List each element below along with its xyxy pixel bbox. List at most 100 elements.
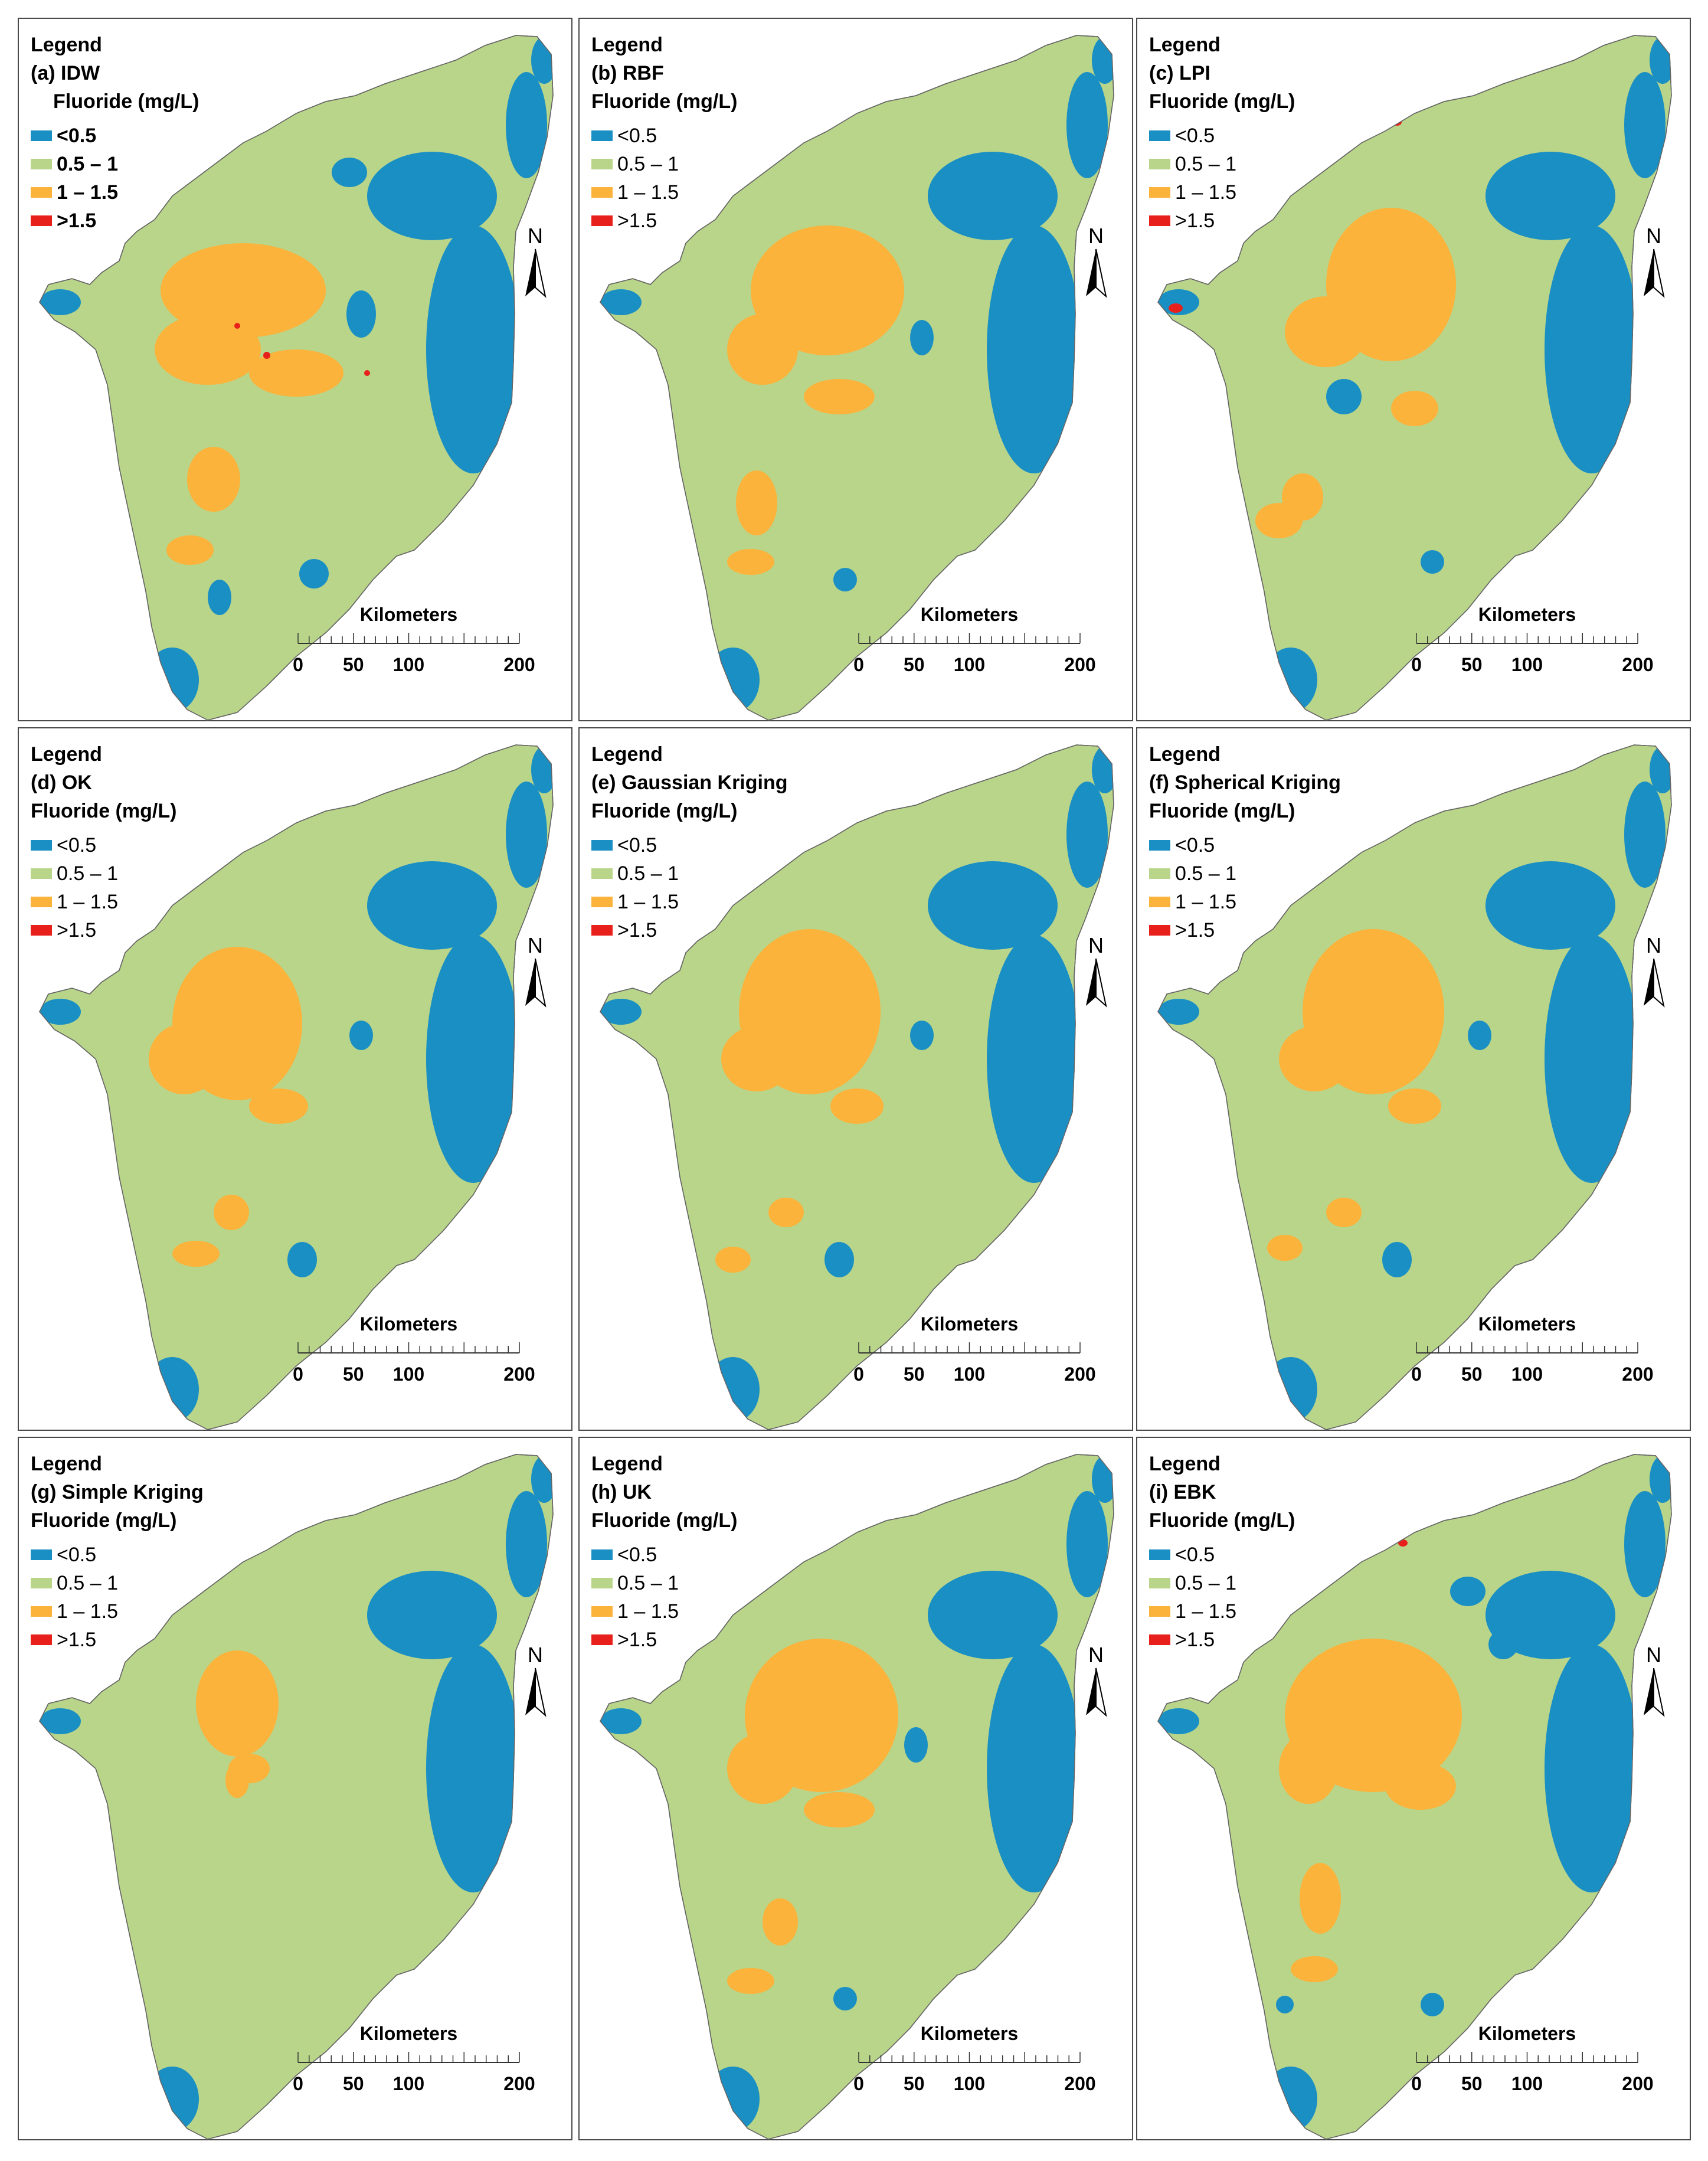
zone-high <box>736 470 777 535</box>
svg-text:200: 200 <box>503 654 535 675</box>
fluoride-map-a: N Kilometers 0 50 100 200 <box>39 35 554 721</box>
north-arrow-icon: N <box>525 224 547 298</box>
svg-text:50: 50 <box>343 1364 364 1385</box>
legend-label: 0.5 – 1 <box>57 152 118 175</box>
svg-text:100: 100 <box>1511 654 1543 675</box>
svg-text:N: N <box>528 1643 543 1667</box>
map-panel-e: N Kilometers 0 50 100 200 Legend (e) Gaussian K… <box>578 727 1133 1431</box>
svg-text:0: 0 <box>1411 654 1422 675</box>
svg-text:0: 0 <box>293 654 303 675</box>
zone-low <box>506 72 547 178</box>
scale-bar: Kilometers 0 50 100 200 <box>853 1313 1096 1385</box>
panel-title: (e) Gaussian Kriging <box>591 771 788 794</box>
zone-low <box>1158 1708 1199 1734</box>
legend-item: <0.5 <box>591 831 788 859</box>
legend-item: <0.5 <box>31 1541 204 1569</box>
fluoride-map-e: N Kilometers 0 50 100 200 <box>600 744 1114 1430</box>
zone-high <box>1279 1026 1350 1091</box>
zone-high <box>196 1650 279 1757</box>
legend-label: 0.5 – 1 <box>617 1571 679 1594</box>
zone-high <box>249 1088 308 1124</box>
legend-item: <0.5 <box>31 122 199 150</box>
zone-high <box>727 1968 774 1994</box>
zone-high <box>715 1247 751 1273</box>
zone-high <box>1300 1863 1341 1934</box>
panel-title: (b) RBF <box>591 62 664 84</box>
panel-title: (c) LPI <box>1149 62 1210 84</box>
zone-high <box>149 1024 220 1094</box>
zone-low <box>987 1645 1081 1892</box>
zone-low <box>1421 1993 1444 2016</box>
legend-label: 1 – 1.5 <box>57 181 118 204</box>
zone-low <box>928 1571 1058 1659</box>
legend-item: <0.5 <box>1149 122 1295 150</box>
legend-label: <0.5 <box>1175 124 1215 147</box>
legend-label: 0.5 – 1 <box>617 152 679 175</box>
legend-item: >1.5 <box>591 207 737 235</box>
zone-low <box>1421 550 1444 574</box>
panel-title: (h) UK <box>591 1481 652 1503</box>
svg-text:0: 0 <box>853 1364 864 1385</box>
legend-swatch <box>31 187 52 198</box>
zone-low <box>706 648 760 712</box>
legend-label: 1 – 1.5 <box>617 181 679 204</box>
legend-label: <0.5 <box>57 1543 97 1566</box>
fluoride-map-g: N Kilometers 0 50 100 200 <box>39 1454 554 2140</box>
legend-item: 1 – 1.5 <box>31 888 176 916</box>
legend-swatch <box>1149 187 1170 198</box>
fluoride-map-c: N Kilometers 0 50 100 200 <box>1157 35 1672 721</box>
legend-swatch <box>591 840 613 851</box>
legend-swatch <box>591 1606 613 1617</box>
legend-label: <0.5 <box>1175 833 1215 856</box>
legend-item: >1.5 <box>1149 1626 1295 1654</box>
svg-text:200: 200 <box>1622 1364 1653 1385</box>
panel-title: (d) OK <box>31 771 92 794</box>
svg-text:Kilometers: Kilometers <box>360 1313 457 1335</box>
zone-low <box>1092 1456 1114 1503</box>
zone-low <box>1650 1456 1671 1503</box>
zone-very-high <box>263 352 270 359</box>
legend-swatch <box>591 215 613 226</box>
scale-bar: Kilometers 0 50 100 200 <box>853 2023 1096 2094</box>
legend-item: 1 – 1.5 <box>1149 888 1341 916</box>
legend-swatch <box>31 897 52 907</box>
zone-low <box>146 2067 199 2131</box>
legend-swatch <box>1149 1634 1170 1645</box>
legend-swatch <box>31 1549 52 1560</box>
zone-low <box>824 1242 854 1277</box>
svg-text:N: N <box>528 933 543 957</box>
zone-low <box>332 158 367 187</box>
svg-text:N: N <box>1646 224 1661 248</box>
zone-low <box>1158 289 1199 315</box>
legend-label: 1 – 1.5 <box>1175 890 1236 913</box>
north-arrow-icon: N <box>1644 1643 1665 1717</box>
zone-low <box>987 935 1081 1183</box>
zone-low <box>1066 72 1108 178</box>
zone-low <box>1468 1021 1491 1050</box>
svg-text:0: 0 <box>293 1364 303 1385</box>
svg-text:N: N <box>1088 933 1104 957</box>
legend-swatch <box>31 215 52 226</box>
legend-item: 0.5 – 1 <box>1149 150 1295 178</box>
zone-low <box>1326 379 1362 414</box>
legend-label: 1 – 1.5 <box>1175 1600 1236 1623</box>
zone-high <box>1285 296 1367 367</box>
svg-text:200: 200 <box>1064 2073 1095 2094</box>
legend-item: 0.5 – 1 <box>591 859 788 888</box>
legend-unit: Fluoride (mg/L) <box>31 1509 177 1532</box>
zone-high <box>1385 1763 1456 1810</box>
legend-label: >1.5 <box>617 918 657 941</box>
zone-low <box>904 1727 928 1763</box>
scale-bar: Kilometers 0 50 100 200 <box>1411 2023 1654 2094</box>
legend-label: 0.5 – 1 <box>57 1571 118 1594</box>
zone-low <box>833 1987 857 2010</box>
zone-high <box>161 243 326 338</box>
zone-high <box>225 1763 249 1798</box>
svg-text:200: 200 <box>1622 2073 1653 2094</box>
zone-low <box>928 152 1058 240</box>
svg-text:Kilometers: Kilometers <box>1478 2023 1576 2044</box>
zone-high <box>1391 391 1438 426</box>
legend-label: 1 – 1.5 <box>57 890 118 913</box>
legend-heading: Legend <box>1149 743 1221 766</box>
svg-text:100: 100 <box>954 1364 985 1385</box>
